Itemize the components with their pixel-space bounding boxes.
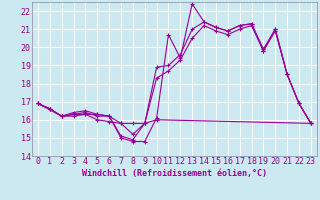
- X-axis label: Windchill (Refroidissement éolien,°C): Windchill (Refroidissement éolien,°C): [82, 169, 267, 178]
